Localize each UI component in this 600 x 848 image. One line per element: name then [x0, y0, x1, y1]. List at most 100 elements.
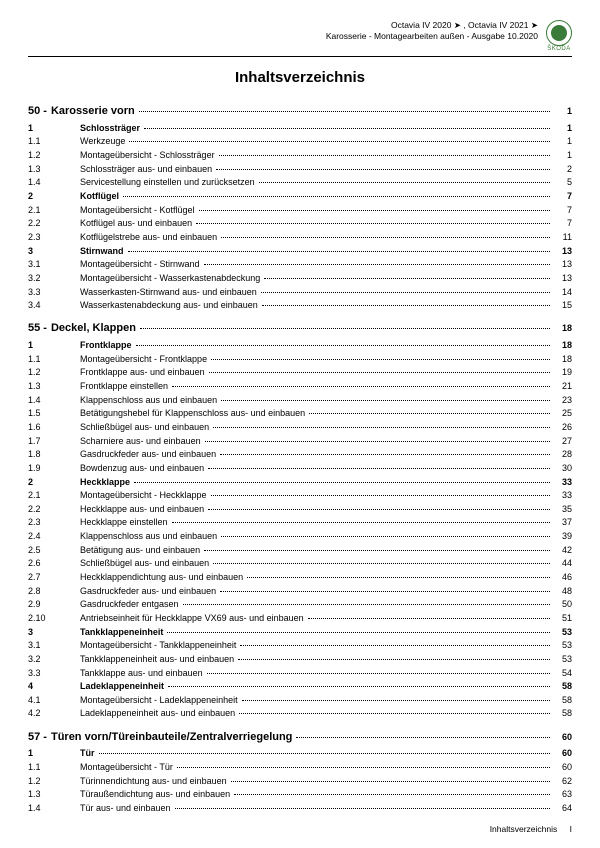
entry-page: 53	[554, 626, 572, 638]
entry-label: Montageübersicht - Stirnwand	[80, 258, 200, 270]
entry-page: 1	[554, 135, 572, 147]
entry-page: 11	[554, 231, 572, 243]
leader-dots	[211, 359, 550, 360]
entry-label: Frontklappe einstellen	[80, 380, 168, 392]
entry-page: 1	[554, 122, 572, 134]
leader-dots	[123, 196, 550, 197]
toc-entry: 3.1Montageübersicht - Tankklappeneinheit…	[28, 639, 572, 651]
leader-dots	[242, 700, 550, 701]
entry-number: 2.7	[28, 571, 80, 583]
leader-dots	[136, 345, 550, 346]
brand-label: ŠKODA	[546, 46, 572, 52]
leader-dots	[199, 210, 550, 211]
entry-label: Gasdruckfeder aus- und einbauen	[80, 448, 216, 460]
entry-label: Antriebseinheit für Heckklappe VX69 aus-…	[80, 612, 304, 624]
entry-label: Tankklappeneinheit	[80, 626, 163, 638]
entry-label: Scharniere aus- und einbauen	[80, 435, 201, 447]
entry-page: 2	[554, 163, 572, 175]
toc-entry: 2.3Heckklappe einstellen37	[28, 516, 572, 528]
entry-page: 60	[554, 761, 572, 773]
entry-label: Tankklappeneinheit aus- und einbauen	[80, 653, 234, 665]
toc-entry: 3.1Montageübersicht - Stirnwand13	[28, 258, 572, 270]
toc-entry: 2.6Schließbügel aus- und einbauen44	[28, 557, 572, 569]
toc-entry: 4.1Montageübersicht - Ladeklappeneinheit…	[28, 694, 572, 706]
entry-number: 3.2	[28, 272, 80, 284]
entry-number: 2.9	[28, 598, 80, 610]
entry-label: Wasserkasten-Stirnwand aus- und einbauen	[80, 286, 257, 298]
toc-entry: 2Kotflügel7	[28, 190, 572, 202]
entry-page: 60	[554, 747, 572, 759]
entry-number: 4	[28, 680, 80, 692]
toc-entry: 1.9Bowdenzug aus- und einbauen30	[28, 462, 572, 474]
leader-dots	[221, 536, 550, 537]
toc-entry: 2.5Betätigung aus- und einbauen42	[28, 544, 572, 556]
entry-number: 3.4	[28, 299, 80, 311]
leader-dots	[211, 495, 550, 496]
entry-number: 1.2	[28, 775, 80, 787]
leader-dots	[128, 251, 550, 252]
toc-entry: 1Schlossträger1	[28, 122, 572, 134]
toc-entry: 3Tankklappeneinheit53	[28, 626, 572, 638]
entry-page: 58	[554, 680, 572, 692]
leader-dots	[207, 673, 550, 674]
entry-number: 3.1	[28, 258, 80, 270]
leader-dots	[221, 237, 550, 238]
entry-number: 1.1	[28, 353, 80, 365]
leader-dots	[177, 767, 550, 768]
entry-label: Schließbügel aus- und einbauen	[80, 421, 209, 433]
entry-number: 1.3	[28, 788, 80, 800]
leader-dots	[262, 305, 550, 306]
leader-dots	[213, 563, 550, 564]
leader-dots	[234, 794, 550, 795]
leader-dots	[167, 632, 550, 633]
toc-entry: 2.2Heckklappe aus- und einbauen35	[28, 503, 572, 515]
leader-dots	[205, 441, 550, 442]
entry-page: 33	[554, 489, 572, 501]
entry-label: Klappenschloss aus und einbauen	[80, 530, 217, 542]
leader-dots	[208, 468, 550, 469]
leader-dots	[231, 781, 550, 782]
entry-number: 1.7	[28, 435, 80, 447]
toc-entry: 2.8Gasdruckfeder aus- und einbauen48	[28, 585, 572, 597]
leader-dots	[247, 577, 550, 578]
entry-page: 15	[554, 299, 572, 311]
toc-entry: 3.4Wasserkastenabdeckung aus- und einbau…	[28, 299, 572, 311]
toc-entry: 1.7Scharniere aus- und einbauen27	[28, 435, 572, 447]
page-title: Inhaltsverzeichnis	[28, 69, 572, 86]
entry-label: Schlossträger	[80, 122, 140, 134]
entry-label: Werkzeuge	[80, 135, 125, 147]
entry-page: 30	[554, 462, 572, 474]
leader-dots	[134, 482, 550, 483]
entry-page: 54	[554, 667, 572, 679]
entry-page: 21	[554, 380, 572, 392]
entry-label: Tankklappe aus- und einbauen	[80, 667, 203, 679]
chapter-page: 1	[554, 105, 572, 117]
entry-label: Heckklappe aus- und einbauen	[80, 503, 204, 515]
entry-label: Frontklappe	[80, 339, 132, 351]
entry-page: 53	[554, 639, 572, 651]
entry-number: 2	[28, 190, 80, 202]
entry-number: 2.1	[28, 204, 80, 216]
leader-dots	[309, 413, 550, 414]
entry-page: 48	[554, 585, 572, 597]
header-text: Octavia IV 2020 ➤ , Octavia IV 2021 ➤ Ka…	[326, 20, 538, 42]
toc-entry: 2.2Kotflügel aus- und einbauen7	[28, 217, 572, 229]
entry-label: Betätigung aus- und einbauen	[80, 544, 200, 556]
leader-dots	[261, 292, 550, 293]
leader-dots	[240, 645, 550, 646]
toc-entry: 1.1Montageübersicht - Frontklappe18	[28, 353, 572, 365]
entry-number: 1.1	[28, 761, 80, 773]
leader-dots	[221, 400, 550, 401]
leader-dots	[183, 604, 550, 605]
entry-number: 2.2	[28, 503, 80, 515]
entry-label: Montageübersicht - Ladeklappeneinheit	[80, 694, 238, 706]
entry-number: 1	[28, 747, 80, 759]
leader-dots	[209, 372, 550, 373]
leader-dots	[172, 522, 550, 523]
entry-label: Montageübersicht - Frontklappe	[80, 353, 207, 365]
leader-dots	[139, 111, 550, 112]
chapter-number: 50 -	[28, 104, 47, 119]
chapter-row: 55 -Deckel, Klappen18	[28, 321, 572, 336]
entry-page: 18	[554, 339, 572, 351]
entry-page: 28	[554, 448, 572, 460]
